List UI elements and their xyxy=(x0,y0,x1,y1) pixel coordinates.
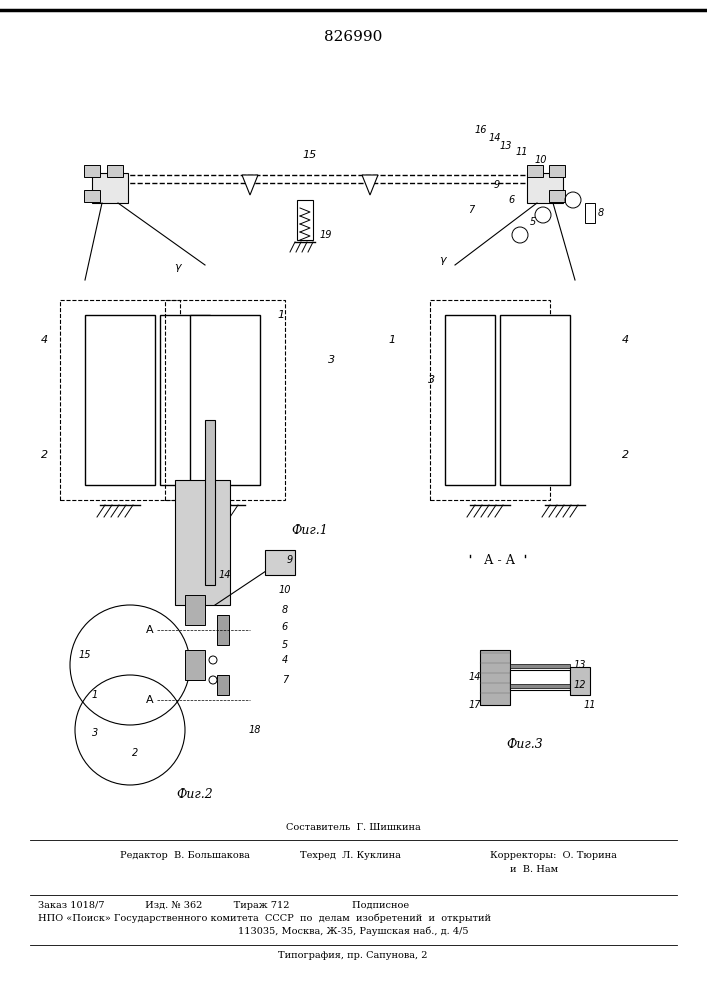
Text: 4: 4 xyxy=(622,335,629,345)
Text: 826990: 826990 xyxy=(324,30,382,44)
Text: 3: 3 xyxy=(328,355,335,365)
Text: 14: 14 xyxy=(218,570,231,580)
Text: 10: 10 xyxy=(534,155,547,165)
Bar xyxy=(107,165,123,177)
Bar xyxy=(527,165,543,177)
Circle shape xyxy=(209,656,217,664)
Bar xyxy=(527,173,563,203)
Text: γ: γ xyxy=(174,262,180,272)
Bar xyxy=(265,550,295,575)
Text: Техред  Л. Куклина: Техред Л. Куклина xyxy=(300,852,401,860)
Text: 2: 2 xyxy=(132,748,138,758)
Text: 113035, Москва, Ж-35, Раушская наб., д. 4/5: 113035, Москва, Ж-35, Раушская наб., д. … xyxy=(238,926,468,936)
Text: 13: 13 xyxy=(574,660,586,670)
Text: 8: 8 xyxy=(598,208,604,218)
Text: 9: 9 xyxy=(494,180,500,190)
Text: A: A xyxy=(146,695,154,705)
Text: 11: 11 xyxy=(584,700,596,710)
Text: 2: 2 xyxy=(622,450,629,460)
Text: 1: 1 xyxy=(278,310,285,320)
Bar xyxy=(480,650,510,705)
Text: 13: 13 xyxy=(500,141,513,151)
Text: 5: 5 xyxy=(530,217,536,227)
Text: НПО «Поиск» Государственного комитета  СССР  по  делам  изобретений  и  открытий: НПО «Поиск» Государственного комитета СС… xyxy=(38,913,491,923)
Bar xyxy=(500,315,570,485)
Text: 4: 4 xyxy=(282,655,288,665)
Text: γ: γ xyxy=(438,255,445,265)
Bar xyxy=(85,315,155,485)
Text: Заказ 1018/7             Изд. № 362          Тираж 712                    Подпис: Заказ 1018/7 Изд. № 362 Тираж 712 Подпис xyxy=(38,900,409,910)
Bar xyxy=(217,615,229,645)
Text: 3: 3 xyxy=(428,375,435,385)
Text: 3: 3 xyxy=(92,728,98,738)
Bar xyxy=(510,670,570,690)
Text: Корректоры:  О. Тюрина: Корректоры: О. Тюрина xyxy=(490,852,617,860)
Bar xyxy=(570,667,590,695)
Bar xyxy=(160,315,210,485)
Bar xyxy=(175,480,230,605)
Bar xyxy=(510,664,570,668)
Text: 12: 12 xyxy=(574,680,586,690)
Text: 6: 6 xyxy=(509,195,515,205)
Bar xyxy=(549,190,565,202)
Text: Редактор  В. Большакова: Редактор В. Большакова xyxy=(120,852,250,860)
Bar xyxy=(430,300,550,500)
Text: Фиг.2: Фиг.2 xyxy=(177,788,214,802)
Text: 1: 1 xyxy=(92,690,98,700)
Bar xyxy=(165,300,285,500)
Polygon shape xyxy=(362,175,378,195)
Bar xyxy=(585,203,595,223)
Text: А - А: А - А xyxy=(484,554,515,566)
Text: 9: 9 xyxy=(287,555,293,565)
Text: Фиг.1: Фиг.1 xyxy=(291,524,328,536)
Bar xyxy=(510,684,570,688)
Text: 2: 2 xyxy=(41,450,48,460)
Bar xyxy=(190,315,260,485)
Polygon shape xyxy=(242,175,258,195)
Bar xyxy=(92,173,128,203)
Text: 14: 14 xyxy=(489,133,501,143)
Text: 4: 4 xyxy=(41,335,48,345)
Text: 8: 8 xyxy=(282,605,288,615)
Text: 15: 15 xyxy=(303,150,317,160)
Text: 14: 14 xyxy=(469,672,481,682)
Text: 11: 11 xyxy=(515,147,528,157)
Text: 17: 17 xyxy=(469,700,481,710)
Text: 7: 7 xyxy=(468,205,474,215)
Text: 16: 16 xyxy=(474,125,487,135)
Bar xyxy=(549,165,565,177)
Bar xyxy=(297,200,313,240)
Circle shape xyxy=(209,676,217,684)
Bar xyxy=(84,165,100,177)
Bar xyxy=(217,675,229,695)
Text: A: A xyxy=(146,625,154,635)
Bar xyxy=(84,190,100,202)
Text: Типография, пр. Сапунова, 2: Типография, пр. Сапунова, 2 xyxy=(279,950,428,960)
Text: 6: 6 xyxy=(282,622,288,632)
Text: Фиг.3: Фиг.3 xyxy=(507,738,544,752)
Bar xyxy=(185,595,205,625)
Bar xyxy=(205,420,215,585)
Bar xyxy=(60,300,180,500)
Bar xyxy=(445,315,495,485)
Text: 5: 5 xyxy=(282,640,288,650)
Bar xyxy=(185,650,205,680)
Text: 18: 18 xyxy=(249,725,262,735)
Text: 15: 15 xyxy=(78,650,91,660)
Text: 19: 19 xyxy=(320,230,332,240)
Text: Составитель  Г. Шишкина: Составитель Г. Шишкина xyxy=(286,824,421,832)
Text: и  В. Нам: и В. Нам xyxy=(510,864,558,874)
Text: 7: 7 xyxy=(282,675,288,685)
Text: 10: 10 xyxy=(279,585,291,595)
Text: 1: 1 xyxy=(388,335,395,345)
